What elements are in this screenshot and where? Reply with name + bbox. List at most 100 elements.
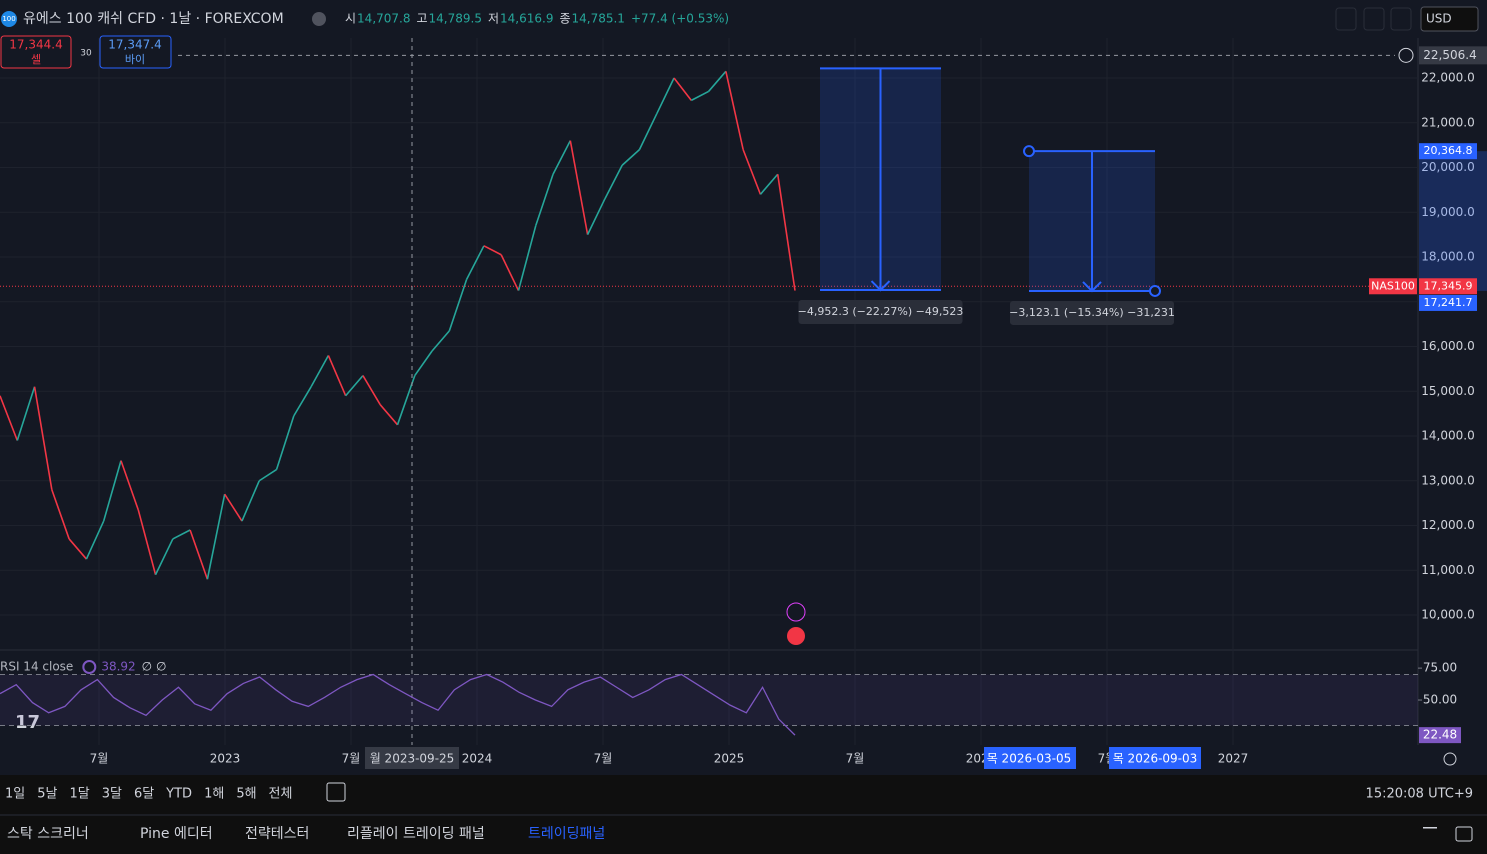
bottom-tab[interactable]: 리플레이 트레이딩 패널 [347,826,485,842]
price-segment [586,198,606,235]
price-segment [224,493,243,522]
price-segment [414,350,433,377]
price-segment [327,355,347,397]
down-button[interactable] [1363,7,1385,31]
minimize-icon[interactable] [1423,827,1437,829]
timeframe-button[interactable]: 6달 [134,787,154,802]
timeframe-button[interactable]: YTD [165,787,192,802]
price-segment [16,386,36,441]
price-segment [154,538,174,576]
price-segment [137,509,157,575]
symbol-icon [1,11,17,27]
y-tick-label: 10,000.0 [1421,608,1474,622]
price-segment [102,460,122,522]
price-segment [0,395,19,441]
sell-button[interactable] [0,35,72,69]
date-range-icon[interactable] [326,782,346,802]
x-tick-label: 7월 [846,752,865,766]
x-tick-label: 7월 [342,752,361,766]
rsi-title: RSI 14 close [0,660,73,674]
ohlc-label: 저 [488,12,499,26]
rsi-extra: ∅ ∅ [142,660,167,674]
last-price: 17,345.9 [1424,279,1473,292]
timeframe-button[interactable]: 1달 [69,787,89,802]
y-tick-label: 12,000.0 [1421,518,1474,532]
measure-end-date: 목 2026-09-03 [1113,752,1198,766]
bottom-tab[interactable]: 전략테스터 [245,826,309,842]
bottom-tab[interactable]: 스탁 스크리너 [7,826,89,842]
measure-handle[interactable] [1149,284,1161,297]
timeframe-button[interactable]: 1일 [5,787,25,802]
buy-price: 17,347.4 [108,38,161,52]
timeframe-button[interactable]: 3달 [102,787,122,802]
timeframe-button[interactable]: 전체 [269,787,293,802]
crosshair-price-tag [1419,46,1487,65]
rsi-value: 38.92 [101,660,135,674]
up-button[interactable] [1335,7,1357,31]
y-tick-label: 19,000.0 [1421,205,1474,219]
measure-arrow [1082,151,1102,293]
y-tick-label: 15,000.0 [1421,384,1474,398]
timeframe-bar [0,775,1487,815]
price-segment [172,529,191,540]
settings-icon[interactable] [1443,752,1457,766]
measure-handle[interactable] [1023,145,1035,158]
price-segment [431,330,450,352]
price-segment [759,173,779,195]
currency: USD [1426,12,1452,26]
buy-button[interactable] [99,35,172,69]
sell-label: 셀 [31,53,41,66]
price-segment [189,529,209,580]
reset-button[interactable] [1390,7,1412,31]
symbol-icon-text: 100 [2,15,15,23]
currency-select[interactable] [1420,6,1479,32]
measure-label: −3,123.1 (−15.34%) −31,231 [1009,306,1175,319]
price-segment [725,71,744,150]
event-icon[interactable] [786,602,806,622]
maximize-icon[interactable] [1455,826,1473,842]
y-tick-label: 18,000.0 [1421,250,1474,264]
price-segment [120,460,140,511]
price-segment [742,149,762,195]
bottom-tab[interactable]: 트레이딩패널 [528,826,605,842]
event-icon[interactable] [787,627,805,645]
timeframe-button[interactable]: 1해 [204,787,224,802]
rsi-last: 22.48 [1423,728,1457,742]
price-segment [362,375,381,406]
x-tick-label: 2027 [1218,752,1249,766]
y-tick-label: 13,000.0 [1421,473,1474,487]
price-segment [707,70,727,92]
sell-price: 17,344.4 [9,38,62,52]
timeframe-button[interactable]: 5날 [37,787,57,802]
bottom-tab-bar [0,815,1487,854]
rsi-icon [82,660,97,674]
price-segment [85,520,105,560]
y-tick-label: 20,000.0 [1421,160,1474,174]
price-segment [535,173,554,226]
symbol-tag [1369,278,1417,295]
collapse-button[interactable] [312,12,326,26]
price-segment [275,415,295,470]
crosshair-add[interactable] [1398,47,1414,63]
clock: 15:20:08 UTC+9 [1366,787,1473,802]
x-tick-label: 7월 [594,752,613,766]
x-tick-label: 2024 [462,752,493,766]
buy-label: 바이 [125,53,145,66]
bottom-tab[interactable]: Pine 에디터 [140,826,213,842]
symbol-title: 유에스 100 캐쉬 CFD · 1날 · FOREXCOM [23,11,284,27]
x-tick-label: 2025 [714,752,745,766]
crosshair-price: 22,506.4 [1423,48,1476,62]
symbol-name: NAS100 [1371,279,1415,292]
ohlc-label: 시 [345,12,356,26]
timeframe-button[interactable]: 5해 [236,787,256,802]
price-segment [379,404,399,426]
measure-label: −4,952.3 (−22.27%) −49,523 [798,305,964,318]
price-segment [638,113,658,150]
last-price-tag [1419,278,1477,295]
measure-label-bg [1010,300,1174,325]
price-segment [656,77,675,115]
ohlc-value: 14,785.1 [572,12,625,26]
x-tick-label: 7월 [90,752,109,766]
measure-date-tag [1109,747,1201,769]
ohlc-label: 고 [416,12,427,26]
